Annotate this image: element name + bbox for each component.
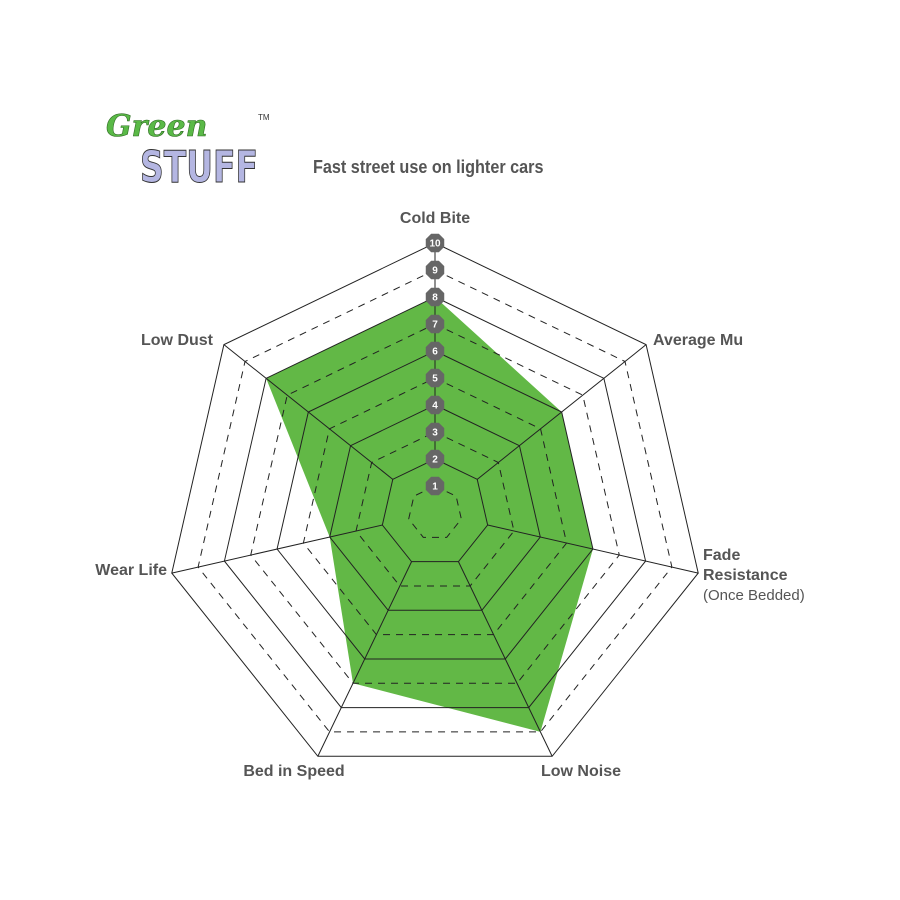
axis-label: Cold Bite [400,210,470,227]
axis-label: Average Mu [653,332,743,349]
axis-spoke [171,524,383,574]
scale-badge [425,287,445,307]
grid-ring-10 [171,242,699,757]
svg-text:STUFF: STUFF [140,142,258,188]
scale-badge [425,368,445,388]
scale-badge [425,341,445,361]
scale-tick-label: 1 [432,482,438,493]
scale-tick-label: 5 [432,374,438,385]
axis-spoke [223,344,394,480]
svg-text:TM: TM [258,113,270,122]
grid-ring-2 [381,458,489,563]
axis-spoke [457,561,553,757]
grid-ring-1 [408,485,462,538]
scale-tick-label: 8 [432,293,438,304]
axis-label-line: Fade [703,547,740,564]
grid-ring-6 [276,350,594,660]
scale-tick-label: 10 [429,239,441,250]
axis-label: Bed in Speed [243,763,344,780]
axis-label: Fade Resistance [703,547,788,584]
scale-badge [425,449,445,469]
axis-label: Low Noise [541,763,621,780]
scale-tick-label: 2 [432,455,438,466]
scale-badge [425,395,445,415]
value-polygon [266,297,593,732]
scale-badge [425,422,445,442]
scale-tick-label: 6 [432,347,438,358]
chart-title: Fast street use on lighter cars [313,157,544,177]
scale-badge [425,314,445,334]
scale-tick-label: 3 [432,428,438,439]
scale-badge [425,260,445,280]
scale-tick-label: 4 [432,401,438,412]
axis-spoke [476,344,647,480]
axis-label: Low Dust [141,332,214,349]
axis-spoke [317,561,413,757]
grid-ring-7 [250,323,620,684]
scale-badge [425,233,445,253]
grid-ring-8 [223,296,647,709]
scale-tick-label: 7 [432,320,438,331]
axis-label: Wear Life [95,562,167,579]
axis-spoke [487,524,699,574]
scale-tick-label: 9 [432,266,438,277]
grid-ring-5 [302,377,568,636]
axis-label-line: Resistance [703,567,788,584]
axis-sublabel: (Once Bedded) [703,587,805,604]
grid-ring-3 [355,431,515,587]
green-stuff-logo: Green STUFF TM [106,109,270,188]
scale-badge [425,476,445,496]
svg-text:Green: Green [106,109,207,144]
grid-ring-4 [329,404,541,611]
